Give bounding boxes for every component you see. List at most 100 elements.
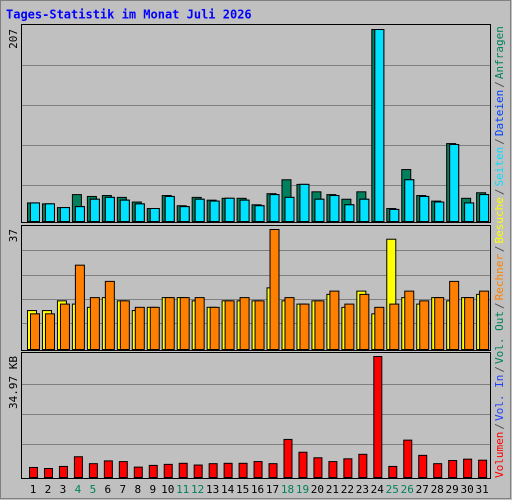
x-tick-label: 30 bbox=[461, 483, 474, 496]
bar bbox=[44, 203, 55, 223]
x-tick-label: 8 bbox=[134, 483, 141, 496]
x-tick-label: 1 bbox=[30, 483, 37, 496]
y-tick-label: 34.97 KB bbox=[7, 356, 20, 409]
bar bbox=[134, 203, 145, 223]
bar bbox=[479, 290, 490, 350]
x-tick-label: 29 bbox=[446, 483, 459, 496]
bar bbox=[29, 466, 38, 479]
bar bbox=[389, 208, 400, 223]
x-tick-label: 6 bbox=[105, 483, 112, 496]
x-tick-label: 31 bbox=[475, 483, 488, 496]
x-tick-label: 10 bbox=[161, 483, 174, 496]
x-tick-label: 24 bbox=[371, 483, 385, 496]
bar bbox=[449, 144, 460, 222]
bar bbox=[359, 198, 370, 223]
bar bbox=[74, 206, 85, 223]
bar bbox=[133, 466, 143, 478]
bar bbox=[373, 356, 383, 478]
bar bbox=[104, 196, 115, 223]
bar bbox=[404, 179, 415, 222]
bar bbox=[89, 198, 100, 223]
x-tick-label: 22 bbox=[341, 483, 354, 496]
bar bbox=[284, 297, 295, 350]
bar bbox=[418, 454, 428, 479]
bar bbox=[269, 194, 280, 223]
bar bbox=[59, 207, 70, 223]
bar bbox=[58, 465, 68, 478]
legend-separator: / bbox=[493, 138, 506, 145]
panel-frames bbox=[21, 24, 491, 479]
bar bbox=[119, 300, 130, 350]
legend-entry: Seiten bbox=[493, 147, 506, 187]
bar bbox=[359, 293, 370, 351]
y-tick-label: 207 bbox=[7, 29, 20, 49]
bar bbox=[239, 199, 250, 223]
bar bbox=[149, 306, 160, 350]
legend-entry: Rechner bbox=[493, 254, 506, 301]
x-tick-label: 26 bbox=[401, 483, 414, 496]
legend-separator: / bbox=[493, 188, 506, 195]
x-tick-label: 19 bbox=[296, 483, 309, 496]
bar bbox=[374, 29, 385, 222]
x-tick-label: 18 bbox=[281, 483, 294, 496]
x-tick-label: 14 bbox=[221, 483, 235, 496]
bar bbox=[478, 459, 488, 479]
legend-separator: / bbox=[493, 302, 506, 309]
bar bbox=[223, 462, 233, 479]
legend-separator: / bbox=[493, 423, 506, 430]
bar bbox=[464, 297, 475, 350]
bar bbox=[374, 306, 385, 350]
bar bbox=[163, 463, 173, 479]
bar bbox=[208, 463, 218, 479]
bar bbox=[194, 297, 205, 350]
x-tick-label: 2 bbox=[45, 483, 52, 496]
bar bbox=[464, 202, 475, 223]
bar bbox=[119, 199, 130, 223]
bar bbox=[59, 303, 70, 351]
legend-entry: Anfragen bbox=[493, 26, 506, 79]
bar bbox=[148, 464, 158, 478]
bar bbox=[179, 297, 190, 350]
bar bbox=[104, 280, 115, 351]
bar bbox=[389, 303, 400, 351]
x-tick-label: 11 bbox=[176, 483, 189, 496]
bar bbox=[73, 456, 83, 479]
bar bbox=[238, 462, 248, 479]
bar bbox=[479, 194, 490, 223]
bar bbox=[239, 297, 250, 350]
legend-entry: Vol. Out bbox=[493, 311, 506, 364]
x-tick-label: 4 bbox=[75, 483, 82, 496]
x-tick-label: 12 bbox=[191, 483, 204, 496]
y-tick-label: 37 bbox=[7, 229, 20, 242]
legend-entry: Vol. In bbox=[493, 375, 506, 421]
x-tick-label: 28 bbox=[431, 483, 444, 496]
x-tick-label: 25 bbox=[386, 483, 399, 496]
legend-separator: / bbox=[493, 366, 506, 373]
bar bbox=[134, 306, 145, 350]
bar bbox=[209, 200, 220, 223]
panel bbox=[21, 352, 491, 479]
bar bbox=[194, 198, 205, 223]
bar bbox=[314, 198, 325, 223]
bar bbox=[44, 313, 55, 350]
bar bbox=[269, 229, 280, 350]
bar bbox=[298, 451, 308, 479]
x-tick-label: 27 bbox=[416, 483, 429, 496]
bar bbox=[224, 197, 235, 223]
bar bbox=[403, 439, 413, 479]
legend-separator: / bbox=[493, 245, 506, 252]
bar bbox=[268, 463, 278, 479]
bar bbox=[254, 205, 265, 223]
bar bbox=[224, 300, 235, 350]
bar bbox=[149, 208, 160, 223]
legend-entry: Dateien bbox=[493, 90, 506, 136]
bar bbox=[433, 463, 443, 479]
bar bbox=[74, 264, 85, 351]
legend-entry: Volumen bbox=[493, 432, 506, 478]
bar bbox=[313, 457, 323, 478]
bar bbox=[343, 458, 353, 478]
bar bbox=[358, 453, 368, 478]
bar bbox=[164, 297, 175, 350]
bar bbox=[299, 303, 310, 351]
